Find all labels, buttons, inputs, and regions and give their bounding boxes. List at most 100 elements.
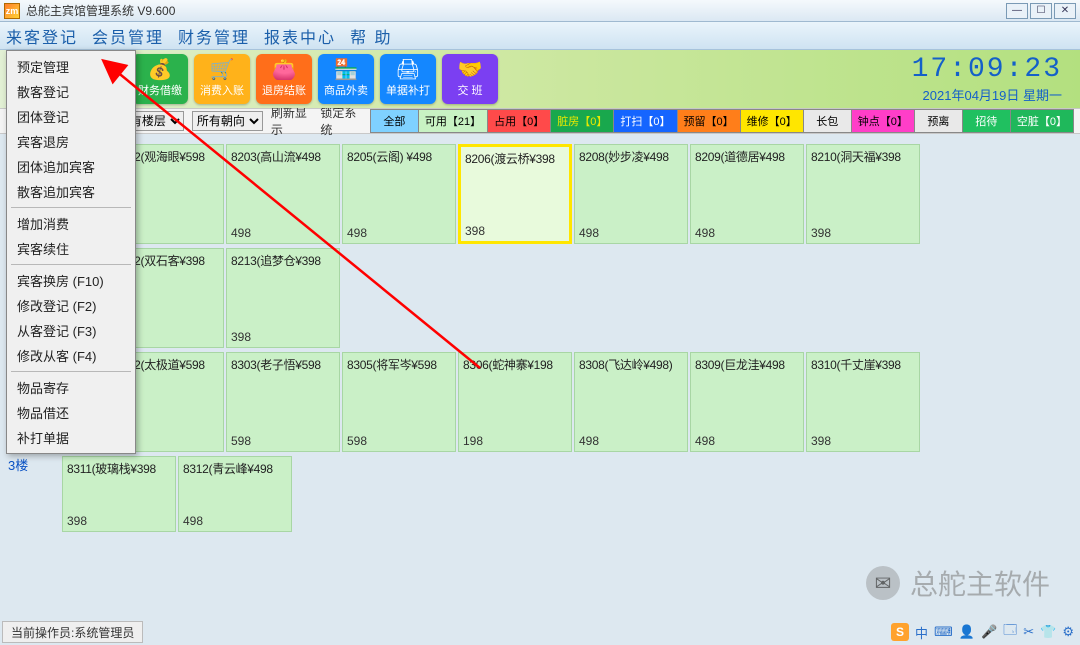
room-price: 498 — [231, 226, 251, 240]
ime-icon-3[interactable]: 🎤 — [981, 624, 997, 640]
menu-item[interactable]: 从客登记 (F3) — [7, 318, 135, 343]
menu-item[interactable]: 物品寄存 — [7, 375, 135, 400]
room-price: 398 — [67, 514, 87, 528]
room-price: 498 — [347, 226, 367, 240]
status-chip-bar: 全部可用【21】占用【0】脏房【0】打扫【0】预留【0】维修【0】长包钟点【0】… — [370, 109, 1074, 133]
room-card[interactable]: 8310(千丈崖¥398 398 — [806, 352, 920, 452]
minimize-button[interactable]: — — [1006, 3, 1028, 19]
room-price: 398 — [811, 434, 831, 448]
room-card[interactable]: 8210(洞天福¥398398 — [806, 144, 920, 244]
watermark-text: 总舵主软件 — [910, 563, 1050, 603]
menu-item[interactable]: 散客追加宾客 — [7, 179, 135, 204]
room-card[interactable]: 8213(追梦仓¥398 398 — [226, 248, 340, 348]
menu-item[interactable]: 增加消费 — [7, 211, 135, 236]
toolbar-icon: 🖨 — [395, 60, 420, 80]
ime-icon-5[interactable]: ✂ — [1023, 624, 1034, 640]
room-price: 398 — [231, 330, 251, 344]
menu-item[interactable]: 修改从客 (F4) — [7, 343, 135, 368]
room-title: 8305(将军岑¥598 — [347, 356, 451, 373]
room-card[interactable]: 8208(妙步凌¥498 498 — [574, 144, 688, 244]
orientation-select[interactable]: 所有朝向 — [192, 111, 263, 131]
menu-2[interactable]: 财务管理 — [178, 24, 250, 48]
status-chip-6[interactable]: 维修【0】 — [740, 109, 803, 133]
room-card[interactable]: 8205(云阁) ¥498 498 — [342, 144, 456, 244]
room-card[interactable]: 8309(巨龙洼¥498498 — [690, 352, 804, 452]
menu-separator — [11, 207, 131, 208]
status-chip-0[interactable]: 全部 — [370, 109, 418, 133]
status-chip-2[interactable]: 占用【0】 — [487, 109, 550, 133]
room-title: 8310(千丈崖¥398 — [811, 356, 915, 373]
menu-item[interactable]: 团体追加宾客 — [7, 154, 135, 179]
room-grid: …¥5988202(观海眼¥5985988203(高山流¥4984988205(… — [60, 134, 1072, 615]
menu-3[interactable]: 报表中心 — [264, 24, 336, 48]
room-title: 8311(玻璃栈¥398 — [67, 460, 171, 477]
room-title: 8203(高山流¥498 — [231, 148, 335, 165]
ime-icon-2[interactable]: 👤 — [959, 624, 975, 640]
close-button[interactable]: ✕ — [1054, 3, 1076, 19]
ime-icon-1[interactable]: ⌨ — [934, 624, 953, 640]
menu-item[interactable]: 修改登记 (F2) — [7, 293, 135, 318]
room-price: 398 — [811, 226, 831, 240]
toolbar-单据补打[interactable]: 🖨单据补打 — [380, 54, 436, 104]
toolbar-退房结账[interactable]: 👛退房结账 — [256, 54, 312, 104]
ime-icon-0[interactable]: 中 — [915, 623, 928, 642]
room-title: 8208(妙步凌¥498 — [579, 148, 683, 165]
ime-icon-4[interactable]: 🗔 — [1003, 621, 1017, 643]
menu-item[interactable]: 补打单据 — [7, 425, 135, 450]
menu-0[interactable]: 来客登记 — [6, 24, 78, 48]
room-title: 8303(老子悟¥598 — [231, 356, 335, 373]
status-chip-4[interactable]: 打扫【0】 — [613, 109, 676, 133]
ime-icon-6[interactable]: 👕 — [1040, 624, 1056, 640]
menu-item[interactable]: 物品借还 — [7, 400, 135, 425]
room-title: 8213(追梦仓¥398 — [231, 252, 335, 269]
menu-item[interactable]: 预定管理 — [7, 54, 135, 79]
status-chip-1[interactable]: 可用【21】 — [418, 109, 487, 133]
menu-item[interactable]: 宾客换房 (F10) — [7, 268, 135, 293]
room-card[interactable]: 8306(蛇神寨¥198198 — [458, 352, 572, 452]
room-card[interactable]: 8312(青云峰¥498498 — [178, 456, 292, 532]
room-card[interactable]: 8308(飞达岭¥498)498 — [574, 352, 688, 452]
status-chip-10[interactable]: 招待 — [962, 109, 1010, 133]
status-chip-5[interactable]: 预留【0】 — [677, 109, 740, 133]
room-card[interactable]: 8203(高山流¥498 498 — [226, 144, 340, 244]
room-card[interactable]: 8305(将军岑¥598598 — [342, 352, 456, 452]
menu-1[interactable]: 会员管理 — [92, 24, 164, 48]
menu-item[interactable]: 宾客退房 — [7, 129, 135, 154]
status-chip-11[interactable]: 空脏【0】 — [1010, 109, 1074, 133]
toolbar-消费入账[interactable]: 🛒消费入账 — [194, 54, 250, 104]
status-chip-3[interactable]: 脏房【0】 — [550, 109, 613, 133]
room-title: 8205(云阁) ¥498 — [347, 148, 451, 165]
room-price: 398 — [465, 224, 485, 238]
status-chip-7[interactable]: 长包 — [803, 109, 851, 133]
room-price: 498 — [579, 226, 599, 240]
menu-item[interactable]: 散客登记 — [7, 79, 135, 104]
refresh-link[interactable]: 刷新显示 — [271, 104, 310, 138]
room-card[interactable]: 8206(渡云桥¥398 398 — [458, 144, 572, 244]
toolbar-财务借缴[interactable]: 💰财务借缴 — [132, 54, 188, 104]
watermark: ✉ 总舵主软件 — [866, 563, 1050, 603]
room-price: 598 — [231, 434, 251, 448]
titlebar: zm 总舵主宾馆管理系统 V9.600 — ☐ ✕ — [0, 0, 1080, 22]
operator-label: 当前操作员:系统管理员 — [11, 624, 134, 641]
ime-tray: S 中⌨👤🎤🗔✂👕⚙ — [891, 621, 1074, 643]
room-title: 8209(道德居¥498 — [695, 148, 799, 165]
menu-separator — [11, 264, 131, 265]
menu-4[interactable]: 帮 助 — [350, 24, 392, 48]
room-card[interactable]: 8303(老子悟¥598 598 — [226, 352, 340, 452]
toolbar-商品外卖[interactable]: 🏪商品外卖 — [318, 54, 374, 104]
room-card[interactable]: 8311(玻璃栈¥398 398 — [62, 456, 176, 532]
maximize-button[interactable]: ☐ — [1030, 3, 1052, 19]
status-chip-8[interactable]: 钟点【0】 — [851, 109, 914, 133]
room-title: 8206(渡云桥¥398 — [465, 150, 565, 167]
room-card[interactable]: 8209(道德居¥498498 — [690, 144, 804, 244]
ime-icon-7[interactable]: ⚙ — [1062, 624, 1074, 640]
menu-item[interactable]: 宾客续住 — [7, 236, 135, 261]
window-title: 总舵主宾馆管理系统 V9.600 — [26, 2, 175, 19]
toolbar-icon: 🤝 — [458, 60, 483, 80]
floor-label: 3楼 — [8, 455, 28, 474]
toolbar-交 班[interactable]: 🤝交 班 — [442, 54, 498, 104]
lock-link[interactable]: 锁定系统 — [320, 104, 359, 138]
status-chip-9[interactable]: 预离 — [914, 109, 962, 133]
menu-item[interactable]: 团体登记 — [7, 104, 135, 129]
room-title: 8309(巨龙洼¥498 — [695, 356, 799, 373]
